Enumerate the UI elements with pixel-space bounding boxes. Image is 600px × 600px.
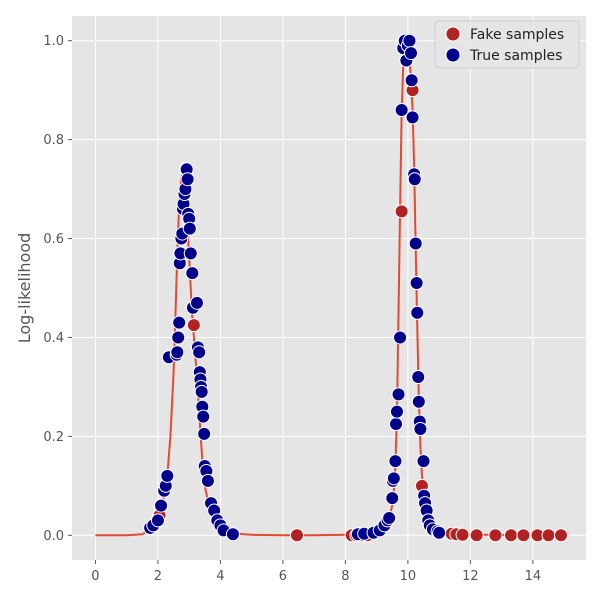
y-tick-label: 0.4 (43, 331, 64, 346)
true-sample-point (382, 510, 397, 525)
fake-sample-point (488, 528, 503, 543)
true-sample-point (225, 527, 240, 542)
fake-sample-point (469, 528, 484, 543)
true-sample-point (413, 421, 428, 436)
tick-labels: 0 2 4 6 8 10 12 14 0.0 0.2 0.4 0.6 0.8 1.0 (43, 34, 541, 584)
x-tick-label: 14 (525, 569, 542, 584)
fake-sample-point (289, 528, 304, 543)
y-tick-label: 0.2 (43, 430, 64, 445)
true-sample-point (182, 221, 197, 236)
true-sample-point (196, 409, 211, 424)
true-sample-point (150, 513, 165, 528)
true-sample-point (410, 305, 425, 320)
true-sample-point (411, 394, 426, 409)
true-sample-point (160, 468, 175, 483)
true-sample-point (393, 330, 408, 345)
plot-area-background (72, 16, 586, 560)
x-tick-label: 2 (154, 569, 162, 584)
true-sample-point (171, 330, 186, 345)
fake-sample-point (455, 527, 470, 542)
true-sample-point (194, 384, 209, 399)
true-sample-point (391, 387, 406, 402)
true-sample-point (189, 295, 204, 310)
x-tick-label: 0 (91, 569, 99, 584)
true-sample-point (402, 33, 417, 48)
y-tick-label: 1.0 (43, 34, 64, 49)
likelihood-curve (95, 43, 565, 537)
legend-box (434, 20, 580, 69)
true-sample-point (180, 172, 195, 187)
x-tick-label: 6 (279, 569, 287, 584)
sample-points (143, 33, 569, 543)
y-axis-label: Log-likelihood (15, 233, 34, 344)
fake-sample-point (516, 528, 531, 543)
fake-sample-point (541, 528, 556, 543)
true-sample-point (385, 491, 400, 506)
true-sample-point (192, 345, 207, 360)
y-tick-label: 0.8 (43, 133, 64, 148)
true-sample-point (386, 471, 401, 486)
true-sample-point (405, 110, 420, 125)
true-sample-point (388, 454, 403, 469)
fake-sample-point (186, 318, 201, 333)
x-tick-label: 8 (341, 569, 349, 584)
true-sample-point (411, 370, 426, 385)
true-sample-point (389, 404, 404, 419)
true-sample-point (407, 172, 422, 187)
true-sample-point (197, 426, 212, 441)
legend-marker-fake-samples (445, 26, 461, 42)
y-tick-label: 0.0 (43, 529, 64, 544)
true-sample-point (154, 498, 169, 513)
true-sample-point (183, 246, 198, 261)
legend-label-fake-samples: Fake samples (470, 27, 564, 43)
true-sample-point (404, 73, 419, 88)
true-sample-point (408, 236, 423, 251)
legend-label-true-samples: True samples (469, 48, 562, 64)
fake-sample-point (554, 528, 569, 543)
true-sample-point (200, 473, 215, 488)
x-tick-label: 12 (462, 569, 479, 584)
fake-sample-point (504, 528, 519, 543)
true-sample-point (409, 276, 424, 291)
true-sample-point (432, 525, 447, 540)
fake-sample-point (394, 204, 409, 219)
true-sample-point (170, 345, 185, 360)
legend: Fake samples True samples (434, 20, 580, 69)
legend-marker-true-samples (445, 47, 461, 63)
true-sample-point (416, 454, 431, 469)
true-sample-point (172, 315, 187, 330)
true-sample-point (389, 417, 404, 431)
true-sample-point (185, 266, 200, 281)
true-sample-point (394, 102, 409, 117)
true-sample-point (404, 46, 419, 61)
y-tick-label: 0.6 (43, 232, 64, 247)
x-tick-label: 4 (216, 569, 224, 584)
x-tick-label: 10 (400, 569, 417, 584)
